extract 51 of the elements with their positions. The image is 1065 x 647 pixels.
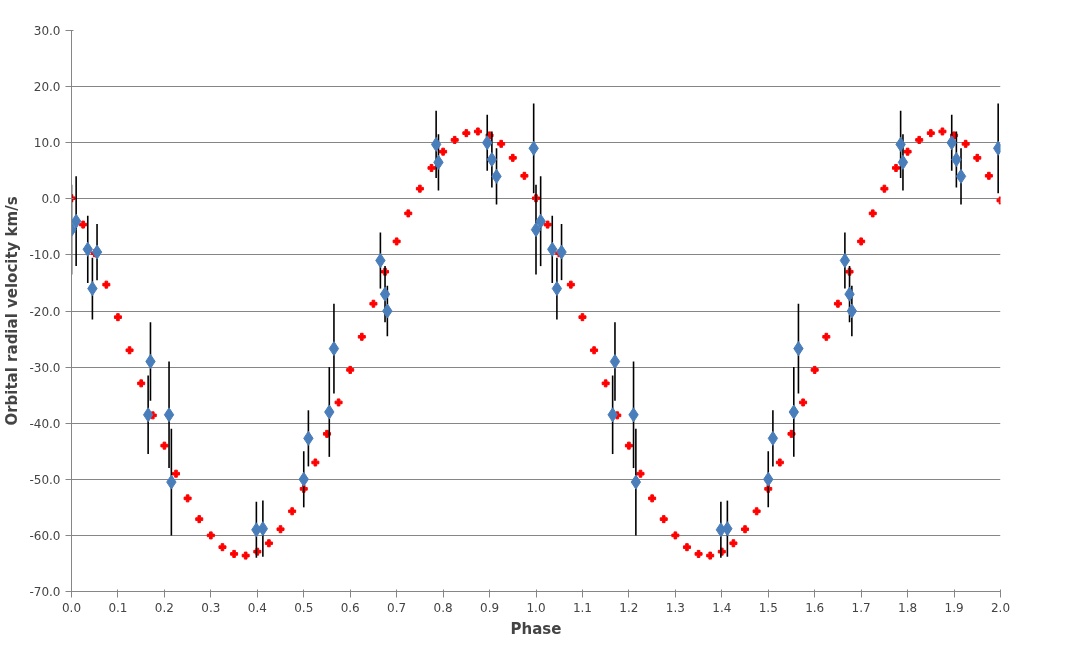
x-tick-label: 0.8 <box>433 600 453 615</box>
x-tick-label: 1.0 <box>526 600 546 615</box>
point <box>551 281 563 297</box>
x-tick-label: 1.2 <box>619 600 639 615</box>
x-tick-label: 0.9 <box>480 600 500 615</box>
point <box>955 168 967 184</box>
point <box>897 154 909 170</box>
x-tick-label: 1.1 <box>572 600 592 615</box>
point <box>163 407 175 423</box>
y-tick-label: 20.0 <box>33 80 61 95</box>
point <box>379 286 391 302</box>
y-tick-label: -70.0 <box>29 585 61 599</box>
y-tick-label: 0.0 <box>41 192 61 207</box>
x-tick-label: 1.5 <box>758 600 778 615</box>
x-tick-label: 1.3 <box>665 600 685 615</box>
x-axis-title: Phase <box>510 619 562 638</box>
point <box>257 521 269 537</box>
point <box>142 407 154 423</box>
x-tick-label: 0.6 <box>340 600 360 615</box>
x-tick-label: 1.6 <box>805 600 825 615</box>
y-tick-label: 10.0 <box>33 136 61 151</box>
point <box>328 341 340 357</box>
point <box>91 244 103 260</box>
x-tick-label: 0.0 <box>61 600 82 615</box>
x-tick-label: 1.8 <box>898 600 918 615</box>
x-tick-label: 1.7 <box>851 600 871 615</box>
point <box>630 474 642 490</box>
point <box>846 303 858 319</box>
y-tick-label: 30.0 <box>33 24 61 38</box>
point <box>839 253 851 269</box>
point <box>767 430 779 446</box>
point <box>486 152 498 168</box>
y-tick-label: -60.0 <box>29 528 61 543</box>
y-axis-title: Orbital radial velocity km/s <box>3 196 22 426</box>
x-tick-label: 2.0 <box>990 600 1011 615</box>
x-tick-label: 0.7 <box>387 600 407 615</box>
x-tick-label: 0.5 <box>294 600 314 615</box>
y-tick-label: -30.0 <box>29 360 61 375</box>
x-tick-label: 1.9 <box>944 600 964 615</box>
x-tick-label: 0.1 <box>108 600 128 615</box>
x-tick-label: 0.4 <box>247 600 267 615</box>
point <box>530 222 542 238</box>
x-tick-label: 0.3 <box>201 600 221 615</box>
point <box>609 353 621 369</box>
y-tick-label: -50.0 <box>29 472 61 487</box>
y-tick-label: -10.0 <box>29 248 61 263</box>
point <box>430 136 442 152</box>
x-tick-label: 0.2 <box>154 600 174 615</box>
y-tick-label: -40.0 <box>29 416 61 431</box>
x-tick-label: 1.4 <box>712 600 732 615</box>
y-tick-label: -20.0 <box>29 304 61 319</box>
